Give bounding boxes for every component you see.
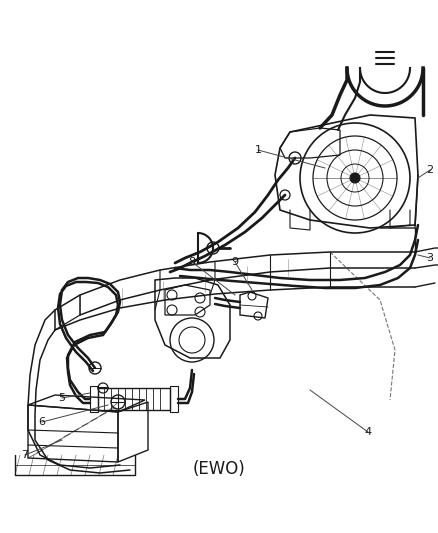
Text: 4: 4 (364, 427, 371, 437)
Text: 6: 6 (39, 417, 46, 427)
Text: 9: 9 (231, 257, 239, 267)
Text: 3: 3 (427, 253, 434, 263)
Text: 7: 7 (21, 450, 28, 460)
Circle shape (350, 173, 360, 183)
Text: 1: 1 (254, 145, 261, 155)
Text: (EWO): (EWO) (193, 460, 245, 478)
Text: 2: 2 (427, 165, 434, 175)
Text: 8: 8 (188, 257, 195, 267)
Text: 5: 5 (59, 393, 66, 403)
